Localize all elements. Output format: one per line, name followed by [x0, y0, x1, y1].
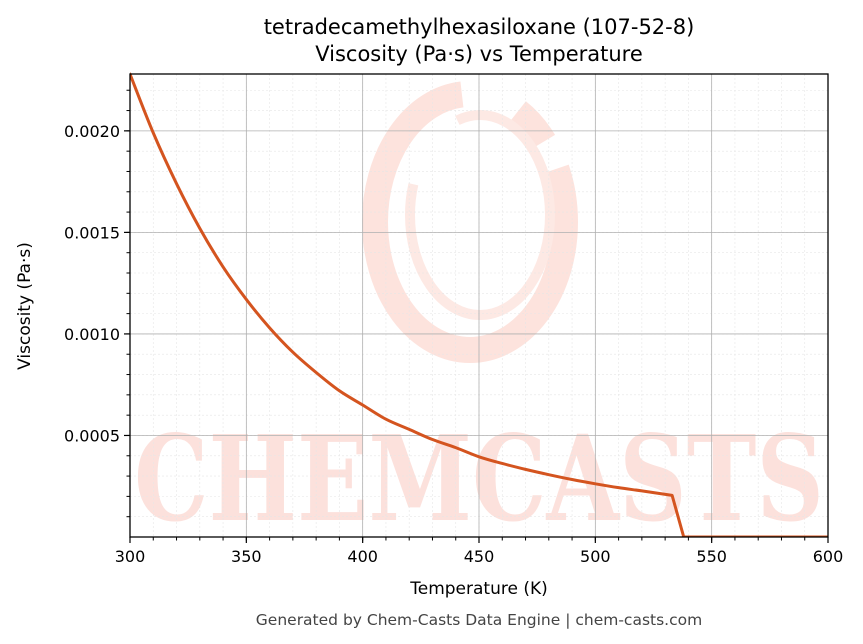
y-tick-label: 0.0020 [64, 122, 120, 141]
x-tick-labels: 300 350 400 450 500 550 600 [115, 547, 844, 566]
x-axis-label: Temperature (K) [409, 579, 548, 599]
footer-credit: Generated by Chem-Casts Data Engine | ch… [256, 611, 702, 629]
x-tick-label: 450 [464, 547, 495, 566]
chart-title: tetradecamethylhexasiloxane (107-52-8) [264, 15, 695, 39]
plot-area: CHEMCASTS [129, 72, 829, 548]
watermark-swirl-icon [362, 81, 578, 363]
x-tick-label: 600 [813, 547, 844, 566]
y-axis-label: Viscosity (Pa·s) [15, 242, 35, 370]
series-line-0 [130, 72, 828, 537]
y-tick-label: 0.0015 [64, 223, 120, 242]
y-tick-labels: 0.0005 0.0010 0.0015 0.0020 [64, 122, 120, 446]
series-layer [130, 72, 828, 537]
y-tick-label: 0.0010 [64, 325, 120, 344]
watermark-swirl-inner-icon [405, 110, 555, 320]
chart-subtitle: Viscosity (Pa·s) vs Temperature [315, 42, 643, 66]
x-tick-label: 300 [115, 547, 146, 566]
y-tick-label: 0.0005 [64, 426, 120, 445]
x-tick-label: 500 [580, 547, 611, 566]
axis-ticks [124, 89, 829, 543]
x-tick-label: 400 [347, 547, 378, 566]
x-tick-label: 550 [696, 547, 727, 566]
x-tick-label: 350 [231, 547, 262, 566]
